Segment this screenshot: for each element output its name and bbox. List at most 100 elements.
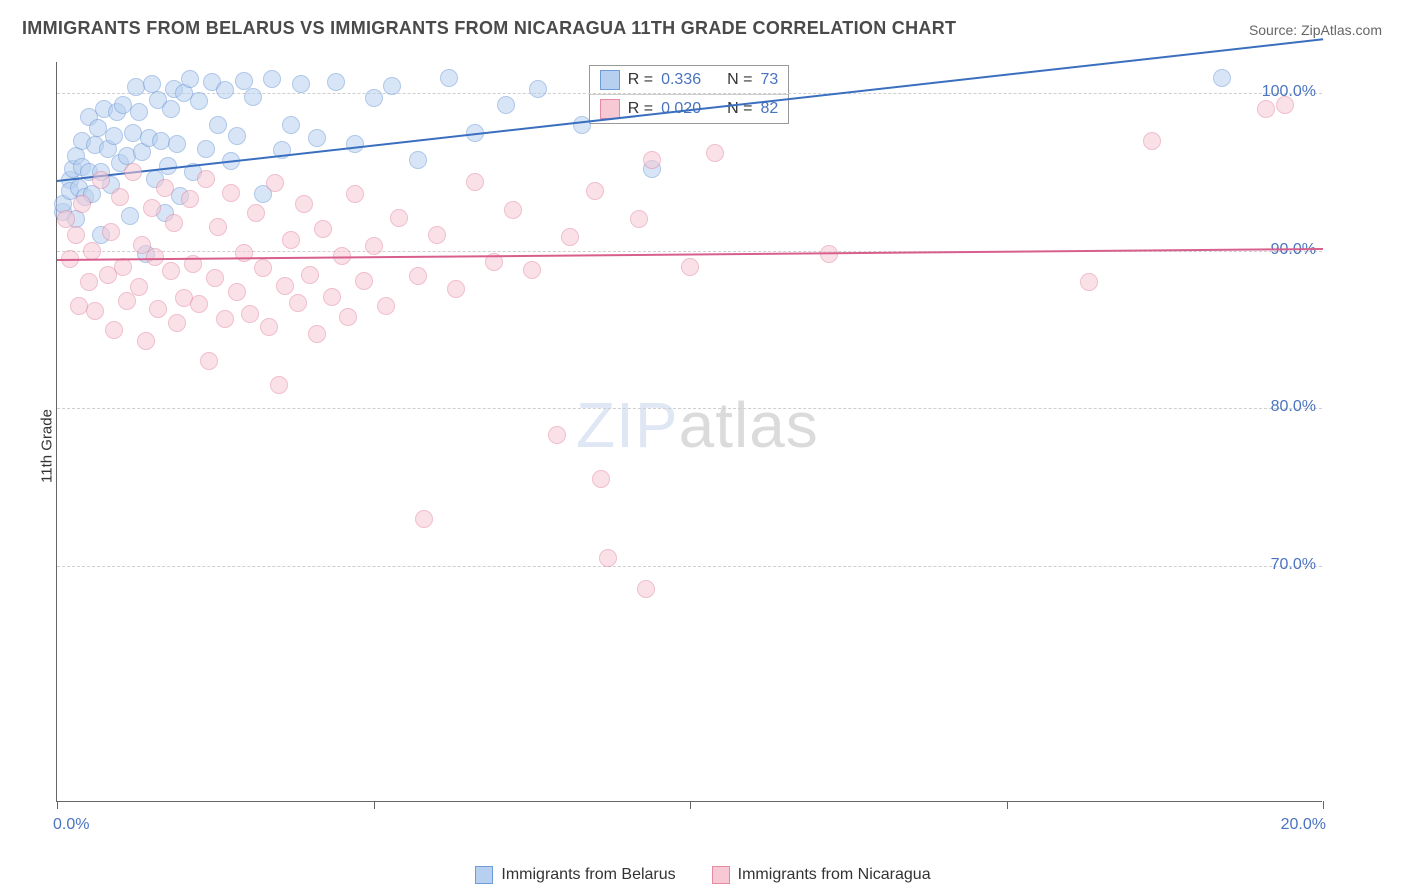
source-label: Source: ZipAtlas.com xyxy=(1249,22,1382,38)
data-point xyxy=(1080,273,1098,291)
data-point xyxy=(355,272,373,290)
n-label: N = xyxy=(727,71,752,89)
legend: Immigrants from Belarus Immigrants from … xyxy=(0,866,1406,884)
y-tick-label: 70.0% xyxy=(1271,556,1316,574)
x-tick xyxy=(690,801,691,809)
legend-item: Immigrants from Nicaragua xyxy=(712,866,931,884)
data-point xyxy=(105,127,123,145)
x-tick xyxy=(1323,801,1324,809)
r-label: R = xyxy=(628,71,653,89)
data-point xyxy=(156,179,174,197)
data-point xyxy=(323,288,341,306)
data-point xyxy=(327,73,345,91)
data-point xyxy=(637,580,655,598)
data-point xyxy=(124,163,142,181)
data-point xyxy=(561,228,579,246)
data-point xyxy=(244,88,262,106)
data-point xyxy=(209,218,227,236)
data-point xyxy=(440,69,458,87)
data-point xyxy=(137,332,155,350)
data-point xyxy=(197,140,215,158)
data-point xyxy=(235,72,253,90)
data-point xyxy=(222,184,240,202)
data-point xyxy=(86,302,104,320)
data-point xyxy=(162,100,180,118)
data-point xyxy=(466,173,484,191)
data-point xyxy=(497,96,515,114)
data-point xyxy=(149,300,167,318)
data-point xyxy=(630,210,648,228)
data-point xyxy=(216,310,234,328)
legend-swatch xyxy=(475,866,493,884)
data-point xyxy=(409,267,427,285)
data-point xyxy=(263,70,281,88)
data-point xyxy=(190,295,208,313)
data-point xyxy=(102,223,120,241)
data-point xyxy=(1257,100,1275,118)
data-point xyxy=(308,325,326,343)
data-point xyxy=(365,89,383,107)
data-point xyxy=(168,314,186,332)
data-point xyxy=(282,116,300,134)
data-point xyxy=(415,510,433,528)
data-point xyxy=(228,283,246,301)
data-point xyxy=(706,144,724,162)
data-point xyxy=(266,174,284,192)
data-point xyxy=(80,273,98,291)
watermark-atlas: atlas xyxy=(679,389,819,461)
data-point xyxy=(308,129,326,147)
data-point xyxy=(377,297,395,315)
chart-title: IMMIGRANTS FROM BELARUS VS IMMIGRANTS FR… xyxy=(22,18,956,39)
data-point xyxy=(165,214,183,232)
data-point xyxy=(390,209,408,227)
data-point xyxy=(346,185,364,203)
data-point xyxy=(73,195,91,213)
data-point xyxy=(190,92,208,110)
data-point xyxy=(276,277,294,295)
data-point xyxy=(643,151,661,169)
data-point xyxy=(105,321,123,339)
data-point xyxy=(383,77,401,95)
data-point xyxy=(1143,132,1161,150)
data-point xyxy=(200,352,218,370)
data-point xyxy=(447,280,465,298)
data-point xyxy=(1213,69,1231,87)
data-point xyxy=(599,549,617,567)
gridline xyxy=(57,408,1322,409)
watermark-zip: ZIP xyxy=(576,389,679,461)
legend-swatch xyxy=(712,866,730,884)
x-tick xyxy=(57,801,58,809)
data-point xyxy=(314,220,332,238)
data-point xyxy=(206,269,224,287)
data-point xyxy=(270,376,288,394)
y-axis-label: 11th Grade xyxy=(38,409,55,483)
data-point xyxy=(254,259,272,277)
data-point xyxy=(295,195,313,213)
data-point xyxy=(260,318,278,336)
data-point xyxy=(289,294,307,312)
series-swatch xyxy=(600,70,620,90)
data-point xyxy=(83,242,101,260)
data-point xyxy=(247,204,265,222)
plot-area: ZIPatlas R = 0.336 N = 73 R = 0.020 N = … xyxy=(56,62,1322,802)
correlation-box: R = 0.336 N = 73 R = 0.020 N = 82 xyxy=(589,65,790,124)
data-point xyxy=(181,70,199,88)
x-tick xyxy=(1007,801,1008,809)
data-point xyxy=(216,81,234,99)
data-point xyxy=(228,127,246,145)
data-point xyxy=(586,182,604,200)
data-point xyxy=(209,116,227,134)
data-point xyxy=(241,305,259,323)
y-tick-label: 80.0% xyxy=(1271,398,1316,416)
x-tick-label: 20.0% xyxy=(1281,816,1326,834)
data-point xyxy=(523,261,541,279)
data-point xyxy=(681,258,699,276)
data-point xyxy=(573,116,591,134)
x-tick xyxy=(374,801,375,809)
legend-label: Immigrants from Nicaragua xyxy=(738,866,931,884)
trend-line xyxy=(57,38,1323,182)
data-point xyxy=(592,470,610,488)
data-point xyxy=(67,226,85,244)
data-point xyxy=(111,188,129,206)
data-point xyxy=(529,80,547,98)
